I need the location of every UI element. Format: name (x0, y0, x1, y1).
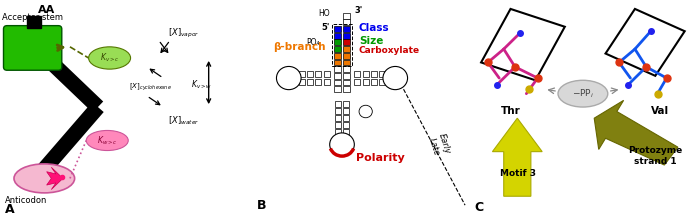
Text: AA: AA (38, 5, 55, 15)
Text: $[X]_{cyclohexane}$: $[X]_{cyclohexane}$ (129, 81, 173, 93)
Circle shape (276, 66, 301, 90)
Circle shape (383, 66, 408, 90)
Bar (334, 53, 341, 59)
Text: Thr: Thr (500, 107, 521, 116)
Ellipse shape (86, 130, 128, 151)
Bar (307, 79, 313, 85)
Bar (334, 66, 341, 72)
Text: B: B (257, 199, 267, 212)
Bar (342, 60, 350, 65)
Bar (371, 71, 377, 77)
Bar (315, 71, 322, 77)
Bar (379, 79, 386, 85)
Bar (335, 115, 341, 121)
Bar (299, 71, 305, 77)
Bar (342, 39, 350, 45)
Bar (354, 79, 361, 85)
Text: Polarity: Polarity (356, 153, 404, 163)
Bar (324, 79, 330, 85)
Circle shape (330, 133, 354, 156)
Text: C: C (475, 201, 484, 214)
Bar (343, 122, 349, 128)
Bar (354, 71, 361, 77)
Text: $\mathit{K}_{w>c}$: $\mathit{K}_{w>c}$ (97, 134, 118, 147)
Bar (334, 26, 341, 32)
Bar (27, 16, 41, 28)
Bar (343, 108, 349, 114)
Text: Early
Late: Early Late (427, 132, 452, 158)
Text: $K_{v>w}$: $K_{v>w}$ (191, 78, 212, 91)
Bar (343, 13, 350, 19)
Bar (342, 33, 350, 39)
Ellipse shape (88, 47, 131, 69)
Text: Class: Class (359, 23, 390, 33)
Text: $-\mathrm{PP}_i$: $-\mathrm{PP}_i$ (572, 87, 594, 100)
Bar (315, 79, 322, 85)
Bar (342, 80, 350, 85)
Text: Size: Size (359, 36, 383, 45)
Text: Anticodon: Anticodon (5, 196, 47, 205)
Bar (334, 39, 341, 45)
Bar (342, 86, 350, 92)
Polygon shape (594, 100, 678, 165)
Bar (379, 71, 386, 77)
Bar (371, 79, 377, 85)
Polygon shape (493, 118, 542, 196)
Text: 5': 5' (321, 23, 329, 32)
Bar (299, 79, 305, 85)
Bar (334, 33, 341, 39)
Bar (342, 53, 350, 59)
Bar (334, 46, 341, 52)
Text: A: A (5, 203, 15, 216)
Bar (335, 129, 341, 135)
Bar (343, 101, 349, 107)
Bar (334, 73, 341, 79)
Bar (332, 24, 351, 66)
Bar (342, 66, 350, 72)
Bar (324, 71, 330, 77)
Text: Val: Val (651, 107, 669, 116)
Text: HO: HO (318, 9, 329, 18)
Text: Motif 3: Motif 3 (500, 169, 537, 178)
Text: β-branch: β-branch (273, 42, 325, 52)
Bar (343, 115, 349, 121)
Bar (307, 71, 313, 77)
Bar (335, 108, 341, 114)
Text: Carboxylate: Carboxylate (359, 46, 420, 55)
Text: Protozyme
strand 1: Protozyme strand 1 (628, 147, 682, 166)
Bar (334, 60, 341, 65)
Bar (334, 80, 341, 85)
Polygon shape (47, 167, 63, 190)
Bar (343, 129, 349, 135)
Text: $[X]_{water}$: $[X]_{water}$ (168, 114, 199, 127)
Bar (334, 86, 341, 92)
Bar (363, 79, 369, 85)
Ellipse shape (558, 80, 608, 107)
FancyBboxPatch shape (3, 26, 62, 70)
Text: $\mathit{K}_{v>c}$: $\mathit{K}_{v>c}$ (100, 52, 120, 64)
Bar (343, 19, 350, 25)
Ellipse shape (14, 164, 74, 193)
Text: PO₄: PO₄ (306, 38, 320, 47)
Circle shape (359, 105, 372, 118)
Text: 3': 3' (354, 6, 363, 14)
Bar (342, 26, 350, 32)
Text: $[X]_{vapor}$: $[X]_{vapor}$ (168, 27, 199, 40)
Bar (335, 101, 341, 107)
Bar (335, 122, 341, 128)
Text: Acceptor stem: Acceptor stem (2, 13, 63, 22)
Bar (363, 71, 369, 77)
Bar (342, 46, 350, 52)
Bar (342, 73, 350, 79)
